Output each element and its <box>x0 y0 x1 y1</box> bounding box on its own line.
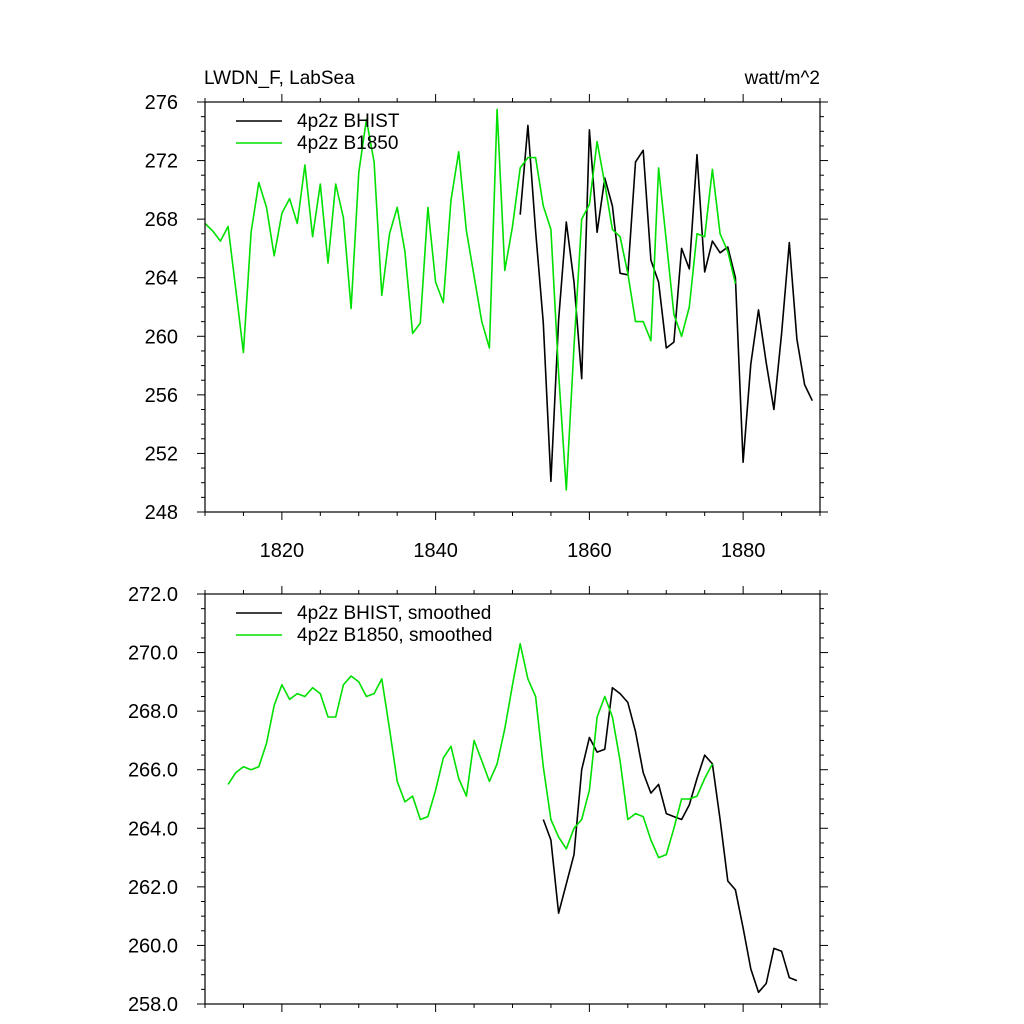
series-line-b1850 <box>227 642 714 859</box>
series-line-bhist <box>542 686 798 994</box>
y-tick-label: 270.0 <box>128 643 178 665</box>
x-tick-label: 1840 <box>413 540 458 562</box>
series-line-bhist <box>519 124 814 483</box>
title-left: LWDN_F, LabSea <box>204 68 355 89</box>
legend-label: 4p2z B1850, smoothed <box>297 625 492 646</box>
y-tick-label: 268 <box>145 209 178 231</box>
legend-label: 4p2z BHIST <box>297 111 400 132</box>
series-line-b1850 <box>204 108 737 491</box>
y-tick-label: 268.0 <box>128 701 178 723</box>
y-tick-label: 266.0 <box>128 760 178 782</box>
top-panel: LWDN_F, LabSea watt/m^2 2482522562602642… <box>145 68 828 562</box>
y-tick-label: 262.0 <box>128 877 178 899</box>
y-tick-label: 276 <box>145 92 178 114</box>
legend-label: 4p2z BHIST, smoothed <box>297 603 491 624</box>
y-tick-label: 264.0 <box>128 818 178 840</box>
y-tick-label: 272 <box>145 151 178 173</box>
bottom-ticks: 258.0 260.0 262.0 264.0 266.0 268.0 270.0 272.0 <box>128 584 828 1016</box>
top-lines <box>204 108 814 491</box>
top-plot-frame <box>204 101 821 513</box>
legend-label: 4p2z B1850 <box>297 133 398 154</box>
y-tick-label: 258.0 <box>128 994 178 1016</box>
bottom-plot-frame <box>204 593 821 1005</box>
y-tick-label: 260.0 <box>128 935 178 957</box>
top-ticks: 248 252 256 260 264 268 272 276 1820 1840 1860 1880 <box>145 92 828 562</box>
x-tick-label: 1880 <box>721 540 766 562</box>
title-right: watt/m^2 <box>744 68 820 89</box>
x-tick-label: 1820 <box>260 540 305 562</box>
y-tick-label: 264 <box>145 268 178 290</box>
y-tick-label: 260 <box>145 326 178 348</box>
y-tick-label: 252 <box>145 443 178 465</box>
y-tick-label: 272.0 <box>128 584 178 606</box>
y-tick-label: 256 <box>145 385 178 407</box>
bottom-lines <box>227 642 798 994</box>
x-tick-label: 1860 <box>567 540 612 562</box>
y-tick-label: 248 <box>145 502 178 524</box>
bottom-panel: 258.0 260.0 262.0 264.0 266.0 268.0 270.0 272.0… <box>128 584 828 1016</box>
